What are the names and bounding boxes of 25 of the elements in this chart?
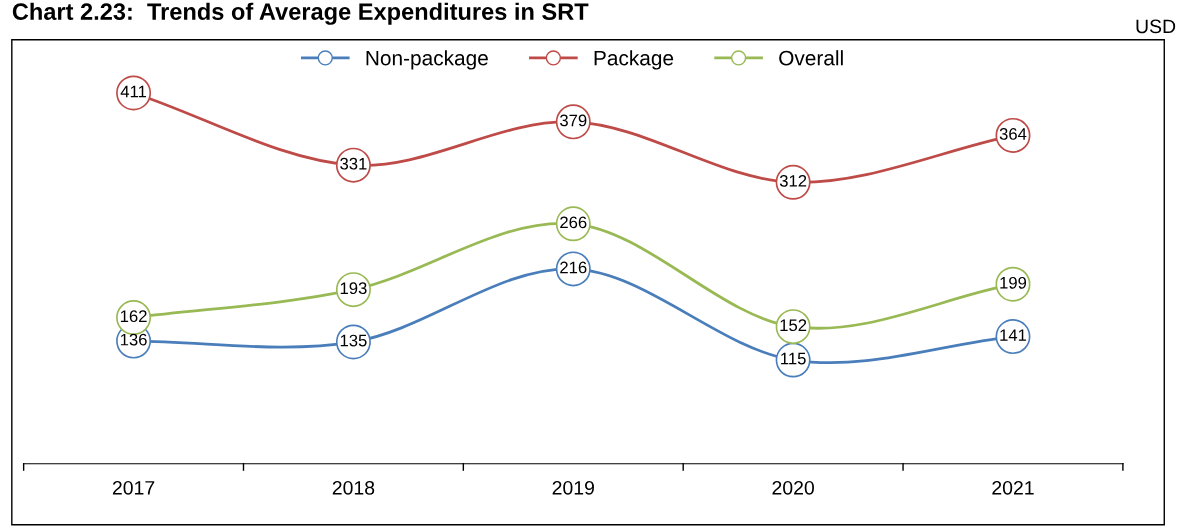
data-label: 135 [340, 334, 367, 347]
data-label: 411 [120, 85, 147, 98]
y-axis-title: USD [1136, 19, 1176, 34]
x-tick-label: 2017 [112, 480, 155, 495]
data-label: 216 [560, 261, 587, 274]
data-label: 193 [340, 282, 367, 295]
legend-label: Overall [779, 50, 843, 66]
data-label: 115 [781, 352, 806, 365]
data-label: 379 [560, 114, 587, 127]
legend-label: Package [594, 50, 674, 70]
data-label: 199 [1000, 276, 1027, 289]
legend-label: Non-package [366, 50, 488, 70]
data-label: 141 [1000, 329, 1027, 341]
data-label: 266 [560, 216, 587, 229]
data-label: 312 [779, 174, 807, 187]
chart-title: Chart 2.23: Trends of Average Expenditures in SRT [12, 2, 589, 25]
data-label: 331 [340, 157, 367, 170]
data-label: 152 [780, 319, 807, 332]
x-tick-label: 2018 [332, 480, 375, 495]
x-tick-label: 2021 [992, 480, 1034, 495]
x-tick-label: 2019 [552, 480, 594, 495]
x-tick-label: 2020 [772, 480, 814, 495]
data-label: 162 [120, 310, 147, 323]
data-label: 136 [120, 333, 147, 346]
data-label: 364 [999, 128, 1027, 140]
